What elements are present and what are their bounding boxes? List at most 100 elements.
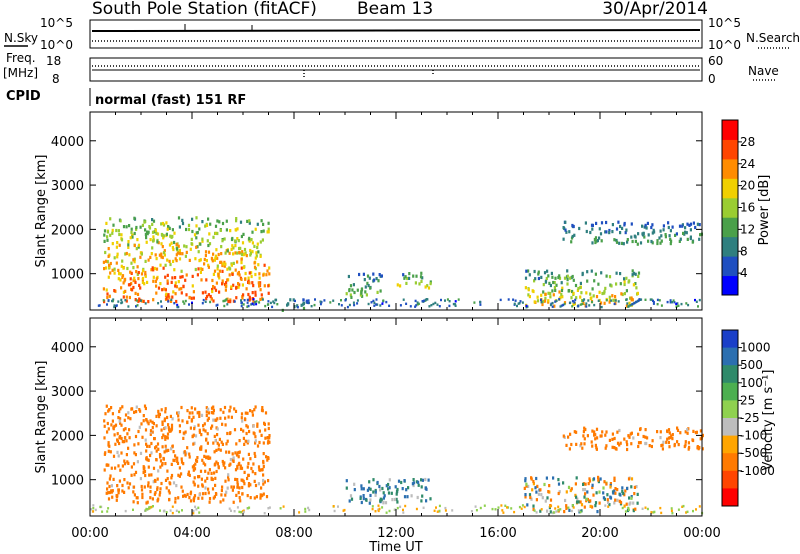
velocity-echo-cell (644, 441, 647, 446)
velocity-echo-cell (345, 479, 348, 483)
power-echo-cell (242, 265, 245, 270)
power-echo-cell (368, 276, 371, 280)
power-echo-cell (197, 250, 200, 254)
velocity-echo-cell (611, 437, 614, 441)
velocity-echo-cell (591, 505, 594, 509)
power-echo-cell (134, 291, 137, 295)
power-colorbar-swatch (722, 236, 738, 257)
power-echo-cell (545, 276, 548, 281)
power-echo-cell (576, 288, 579, 292)
power-echo-cell (205, 294, 209, 298)
power-echo-cell (121, 275, 124, 279)
velocity-echo-cell (630, 442, 633, 446)
velocity-echo-cell (669, 436, 672, 440)
power-echo-cell (605, 274, 608, 278)
velocity-echo-cell (656, 430, 659, 434)
velocity-echo-cell (206, 418, 209, 422)
velocity-echo-cell (118, 441, 121, 446)
velocity-echo-cell (114, 466, 117, 470)
power-echo-cell (124, 252, 127, 256)
power-echo-cell (252, 300, 255, 304)
velocity-echo-cell (168, 497, 171, 502)
velocity-echo-cell (120, 451, 123, 455)
velocity-echo-cell (106, 421, 109, 426)
velocity-echo-cell (535, 498, 538, 502)
velocity-echo-cell (174, 500, 177, 504)
velocity-echo-cell (216, 441, 219, 445)
velocity-echo-cell (570, 442, 573, 447)
power-echo-cell (243, 299, 246, 302)
velocity-echo-cell (685, 511, 688, 514)
power-echo-cell (223, 304, 226, 308)
velocity-echo-cell (562, 481, 565, 485)
velocity-echo-cell (180, 460, 184, 464)
velocity-echo-cell (582, 434, 585, 438)
velocity-echo-cell (396, 487, 399, 492)
power-echo-cell (302, 298, 305, 302)
velocity-echo-cell (577, 509, 580, 512)
power-echo-cell (244, 251, 247, 255)
power-echo-cell (636, 242, 639, 246)
velocity-echo-cell (262, 465, 265, 469)
power-echo-cell (527, 293, 530, 297)
velocity-echo-cell (609, 482, 612, 486)
power-echo-cell (618, 241, 621, 245)
velocity-echo-cell (600, 434, 603, 438)
velocity-echo-cell (637, 432, 640, 436)
power-echo-cell (151, 222, 154, 226)
velocity-echo-cell (248, 506, 251, 509)
velocity-echo-cell (94, 508, 97, 512)
velocity-echo-cell (132, 508, 134, 511)
power-echo-cell (191, 229, 194, 234)
velocity-echo-cell (568, 447, 571, 451)
velocity-echo-cell (611, 445, 614, 449)
velocity-echo-cell (552, 476, 555, 480)
velocity-echo-cell (149, 453, 152, 458)
power-echo-cell (201, 302, 204, 305)
velocity-colorbar-tick-label: 500 (740, 358, 763, 372)
power-echo-cell (155, 267, 159, 271)
velocity-echo-cell (229, 457, 232, 462)
velocity-echo-cell (127, 416, 130, 420)
velocity-echo-cell (215, 469, 218, 474)
freq-nave-panel: Freq. [MHz] 18 8 60 0 Nave (3, 51, 779, 86)
power-echo-cell (406, 276, 409, 281)
power-echo-cell (583, 298, 586, 301)
power-echo-cell (113, 267, 116, 271)
power-echo-cell (554, 300, 557, 303)
velocity-echo-cell (626, 447, 629, 452)
power-echo-cell (595, 295, 599, 299)
power-echo-cell (214, 288, 218, 292)
power-echo-cell (670, 239, 673, 243)
power-echo-cell (251, 291, 254, 295)
power-echo-cell (125, 251, 128, 256)
power-echo-cell (113, 289, 116, 293)
power-echo-cell (514, 299, 517, 302)
power-echo-cell (373, 301, 376, 304)
velocity-echo-cell (224, 423, 227, 427)
power-echo-cell (181, 275, 184, 279)
power-echo-cell (236, 251, 239, 255)
power-echo-cell (675, 232, 678, 236)
velocity-echo-cell (115, 498, 118, 502)
velocity-echo-cell (90, 508, 93, 511)
velocity-echo-cell (670, 434, 673, 438)
velocity-echo-cell (668, 445, 671, 449)
power-echo-cell (639, 241, 643, 245)
power-echo-cell (612, 298, 615, 302)
velocity-echo-cell (186, 420, 189, 424)
power-echo-cell (271, 305, 274, 309)
velocity-echo-cell (546, 509, 549, 513)
power-echo-cell (230, 247, 233, 251)
velocity-echo-cell (168, 481, 171, 485)
power-echo-cell (631, 239, 634, 244)
velocity-echo-cell (267, 422, 270, 426)
power-echo-cell (246, 305, 249, 308)
power-echo-cell (226, 267, 229, 271)
power-echo-cell (649, 298, 652, 301)
power-echo-cell (147, 300, 150, 304)
velocity-echo-cell (209, 456, 212, 460)
velocity-echo-cell (213, 450, 216, 454)
power-x-ticks (89, 112, 703, 310)
power-echo-cell (218, 276, 221, 280)
